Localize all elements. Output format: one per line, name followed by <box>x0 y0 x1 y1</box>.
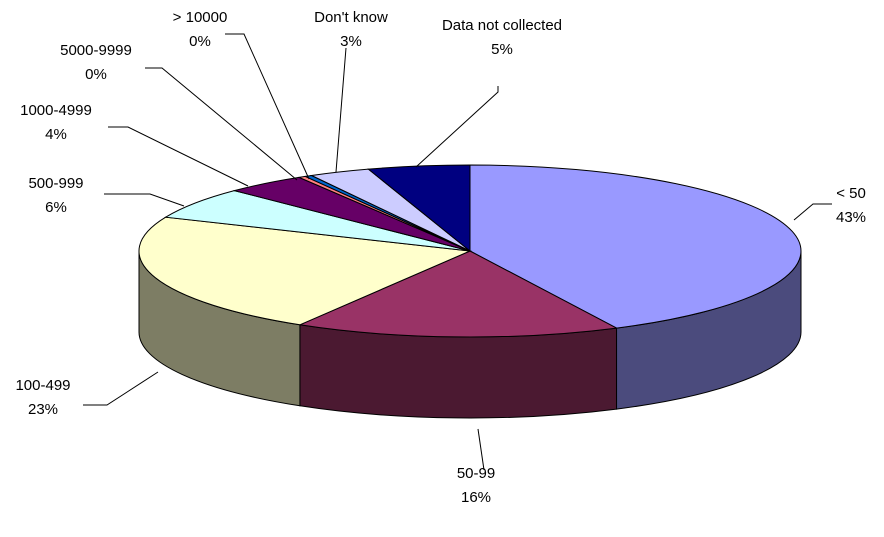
slice-category: 5000-9999 <box>60 42 132 59</box>
slice-percent: 5% <box>491 41 513 58</box>
leader-line-5000-9999 <box>145 67 298 181</box>
slice-percent: 43% <box>836 209 866 226</box>
slice-data-not-collected <box>367 164 471 253</box>
slice-category: > 10000 <box>173 9 228 26</box>
leader-line-data-not-collected <box>415 86 499 168</box>
slice-100-499 <box>138 216 472 326</box>
slice-percent: 6% <box>45 199 67 216</box>
slice-category: < 50 <box>836 185 866 202</box>
slice-percent: 0% <box>189 33 211 50</box>
leader-line-100-499 <box>83 371 159 406</box>
pie-tops <box>138 164 802 338</box>
leader-line-50-99 <box>477 428 485 471</box>
slice-label-100-499: 100-499 23% <box>15 377 70 418</box>
slice-percent: 0% <box>85 66 107 83</box>
slice-category: 500-999 <box>28 175 83 192</box>
slice-label-50-99: 50-99 16% <box>457 465 495 506</box>
pie-sides <box>138 250 802 419</box>
slice-500-999 <box>164 190 471 252</box>
slice-label-500-999: 500-999 6% <box>28 175 83 216</box>
leader-line-don-t-know <box>335 47 347 173</box>
slice-side-50-99 <box>299 324 618 419</box>
slice-category: 1000-4999 <box>20 102 92 119</box>
slice-label-data-not-collected: Data not collected 5% <box>442 17 562 58</box>
leader-line-500-999 <box>104 193 185 207</box>
slice-category: Data not collected <box>442 17 562 34</box>
slice-category: 50-99 <box>457 465 495 482</box>
slice-label-don-t-know: Don't know 3% <box>314 9 388 50</box>
slice-label-5000-9999: 5000-9999 0% <box>60 42 132 83</box>
leader-lines <box>83 33 832 471</box>
slice-labels: < 50 43% 50-99 16% 100-499 23% 500-999 6% 1000-4… <box>15 9 866 506</box>
slice-label-1000-4999: 1000-4999 4% <box>20 102 92 143</box>
slice-percent: 16% <box>461 489 491 506</box>
leader-line-10000 <box>225 33 310 180</box>
slice-label-10000: > 10000 0% <box>173 9 228 50</box>
slice-category: Don't know <box>314 9 388 26</box>
slice-50 <box>469 164 802 329</box>
leader-line-1000-4999 <box>108 126 249 187</box>
slice-percent: 3% <box>340 33 362 50</box>
slice-category: 100-499 <box>15 377 70 394</box>
slice-percent: 4% <box>45 126 67 143</box>
slice-percent: 23% <box>28 401 58 418</box>
slice-label-50: < 50 43% <box>836 185 866 226</box>
slice-50-99 <box>298 250 619 338</box>
leader-line-50 <box>793 203 832 221</box>
